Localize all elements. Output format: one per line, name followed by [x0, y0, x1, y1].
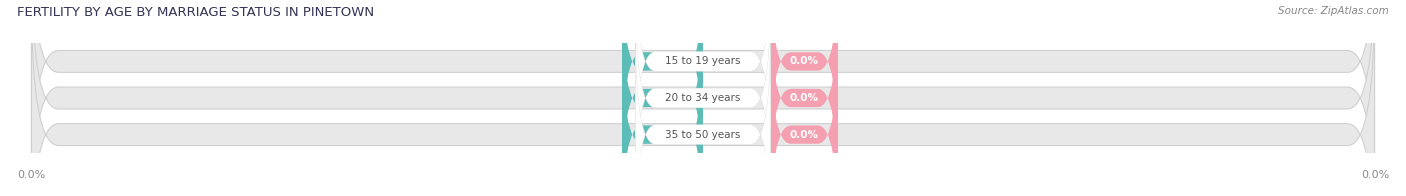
FancyBboxPatch shape [621, 34, 703, 196]
FancyBboxPatch shape [770, 0, 838, 196]
FancyBboxPatch shape [31, 0, 1375, 196]
FancyBboxPatch shape [636, 35, 770, 196]
FancyBboxPatch shape [621, 0, 703, 162]
FancyBboxPatch shape [770, 34, 838, 196]
Text: 20 to 34 years: 20 to 34 years [665, 93, 741, 103]
FancyBboxPatch shape [31, 0, 1375, 196]
FancyBboxPatch shape [636, 0, 770, 196]
Text: 0.0%: 0.0% [17, 170, 45, 180]
Text: 35 to 50 years: 35 to 50 years [665, 130, 741, 140]
Text: 0.0%: 0.0% [648, 130, 678, 140]
FancyBboxPatch shape [770, 0, 838, 162]
Text: 0.0%: 0.0% [790, 93, 818, 103]
Text: 0.0%: 0.0% [790, 56, 818, 66]
Text: 15 to 19 years: 15 to 19 years [665, 56, 741, 66]
FancyBboxPatch shape [621, 0, 703, 196]
Text: Source: ZipAtlas.com: Source: ZipAtlas.com [1278, 6, 1389, 16]
Text: FERTILITY BY AGE BY MARRIAGE STATUS IN PINETOWN: FERTILITY BY AGE BY MARRIAGE STATUS IN P… [17, 6, 374, 19]
FancyBboxPatch shape [31, 0, 1375, 196]
FancyBboxPatch shape [636, 0, 770, 161]
Text: 0.0%: 0.0% [790, 130, 818, 140]
Text: 0.0%: 0.0% [1361, 170, 1389, 180]
Text: 0.0%: 0.0% [648, 56, 678, 66]
Text: 0.0%: 0.0% [648, 93, 678, 103]
